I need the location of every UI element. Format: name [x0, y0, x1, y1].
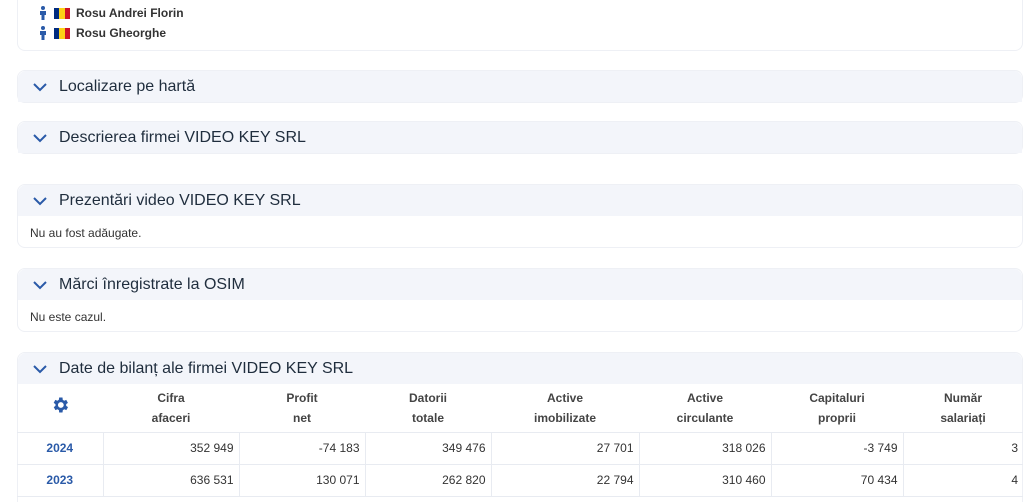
description-section-header[interactable]: Descrierea firmei VIDEO KEY SRL — [18, 122, 1022, 153]
column-header[interactable]: Număr salariați — [940, 390, 986, 425]
table-cell: 349 476 — [364, 431, 492, 465]
table-cell: 636 531 — [102, 463, 240, 497]
trademarks-section-header[interactable]: Mărci înregistrate la OSIM — [18, 269, 1022, 300]
table-cell: 27 701 — [490, 431, 640, 465]
chevron-down-icon — [33, 82, 47, 91]
romania-flag-icon — [54, 27, 70, 39]
associate-item[interactable]: Rosu Gheorghe — [38, 26, 166, 40]
romania-flag-icon — [54, 7, 70, 19]
associates-card: Rosu Andrei Florin Rosu Gheorghe — [17, 0, 1023, 51]
map-section: Localizare pe hartă — [17, 70, 1023, 103]
section-title: Mărci înregistrate la OSIM — [59, 275, 245, 293]
year-link[interactable]: 2023 — [17, 463, 104, 497]
table-row: 2024 352 949 -74 183 349 476 27 701 318 … — [17, 431, 1023, 465]
videos-empty-message: Nu au fost adăugate. — [30, 226, 142, 240]
person-icon — [40, 6, 46, 20]
videos-section: Prezentări video VIDEO KEY SRL Nu au fos… — [17, 184, 1023, 248]
trademarks-section: Mărci înregistrate la OSIM Nu este cazul… — [17, 268, 1023, 332]
table-cell: 4 — [902, 463, 1023, 497]
table-row: 2023 636 531 130 071 262 820 22 794 310 … — [17, 463, 1023, 497]
balance-section-header[interactable]: Date de bilanț ale firmei VIDEO KEY SRL — [18, 353, 1022, 384]
section-title: Prezentări video VIDEO KEY SRL — [59, 191, 301, 209]
map-section-header[interactable]: Localizare pe hartă — [18, 71, 1022, 102]
table-cell: -74 183 — [238, 431, 366, 465]
table-cell: 130 071 — [238, 463, 366, 497]
table-cell: 3 — [902, 431, 1023, 465]
chevron-down-icon — [33, 280, 47, 289]
chevron-down-icon — [33, 364, 47, 373]
column-header[interactable]: Active circulante — [676, 390, 734, 425]
trademarks-empty-message: Nu este cazul. — [30, 310, 107, 324]
associate-name: Rosu Andrei Florin — [76, 6, 184, 20]
chevron-down-icon — [33, 196, 47, 205]
associate-name: Rosu Gheorghe — [76, 26, 167, 40]
balance-table: Cifra afaceri Profit net Datorii totale Act… — [17, 384, 1023, 497]
column-header[interactable]: Datorii totale — [408, 390, 447, 425]
table-settings-button[interactable] — [17, 384, 103, 432]
section-title: Descrierea firmei VIDEO KEY SRL — [59, 128, 306, 146]
description-section: Descrierea firmei VIDEO KEY SRL — [17, 121, 1023, 154]
associate-item[interactable]: Rosu Andrei Florin — [38, 6, 184, 20]
table-cell: 352 949 — [102, 431, 240, 465]
column-header[interactable]: Active imobilizate — [533, 390, 596, 425]
table-cell: 318 026 — [638, 431, 772, 465]
column-header[interactable]: Profit net — [286, 390, 318, 425]
person-icon — [40, 26, 46, 40]
table-cell: 310 460 — [638, 463, 772, 497]
column-header[interactable]: Capitaluri proprii — [809, 390, 865, 425]
table-cell: 70 434 — [770, 463, 904, 497]
section-title: Date de bilanț ale firmei VIDEO KEY SRL — [59, 359, 354, 377]
balance-header-row: Cifra afaceri Profit net Datorii totale Act… — [17, 384, 1023, 432]
gear-icon[interactable] — [50, 395, 70, 415]
chevron-down-icon — [33, 133, 47, 142]
section-title: Localizare pe hartă — [59, 77, 196, 95]
table-cell: 22 794 — [490, 463, 640, 497]
table-cell: -3 749 — [770, 431, 904, 465]
videos-section-header[interactable]: Prezentări video VIDEO KEY SRL — [18, 185, 1022, 216]
table-cell: 262 820 — [364, 463, 492, 497]
year-link[interactable]: 2024 — [17, 431, 104, 465]
column-header[interactable]: Cifra afaceri — [151, 390, 191, 425]
